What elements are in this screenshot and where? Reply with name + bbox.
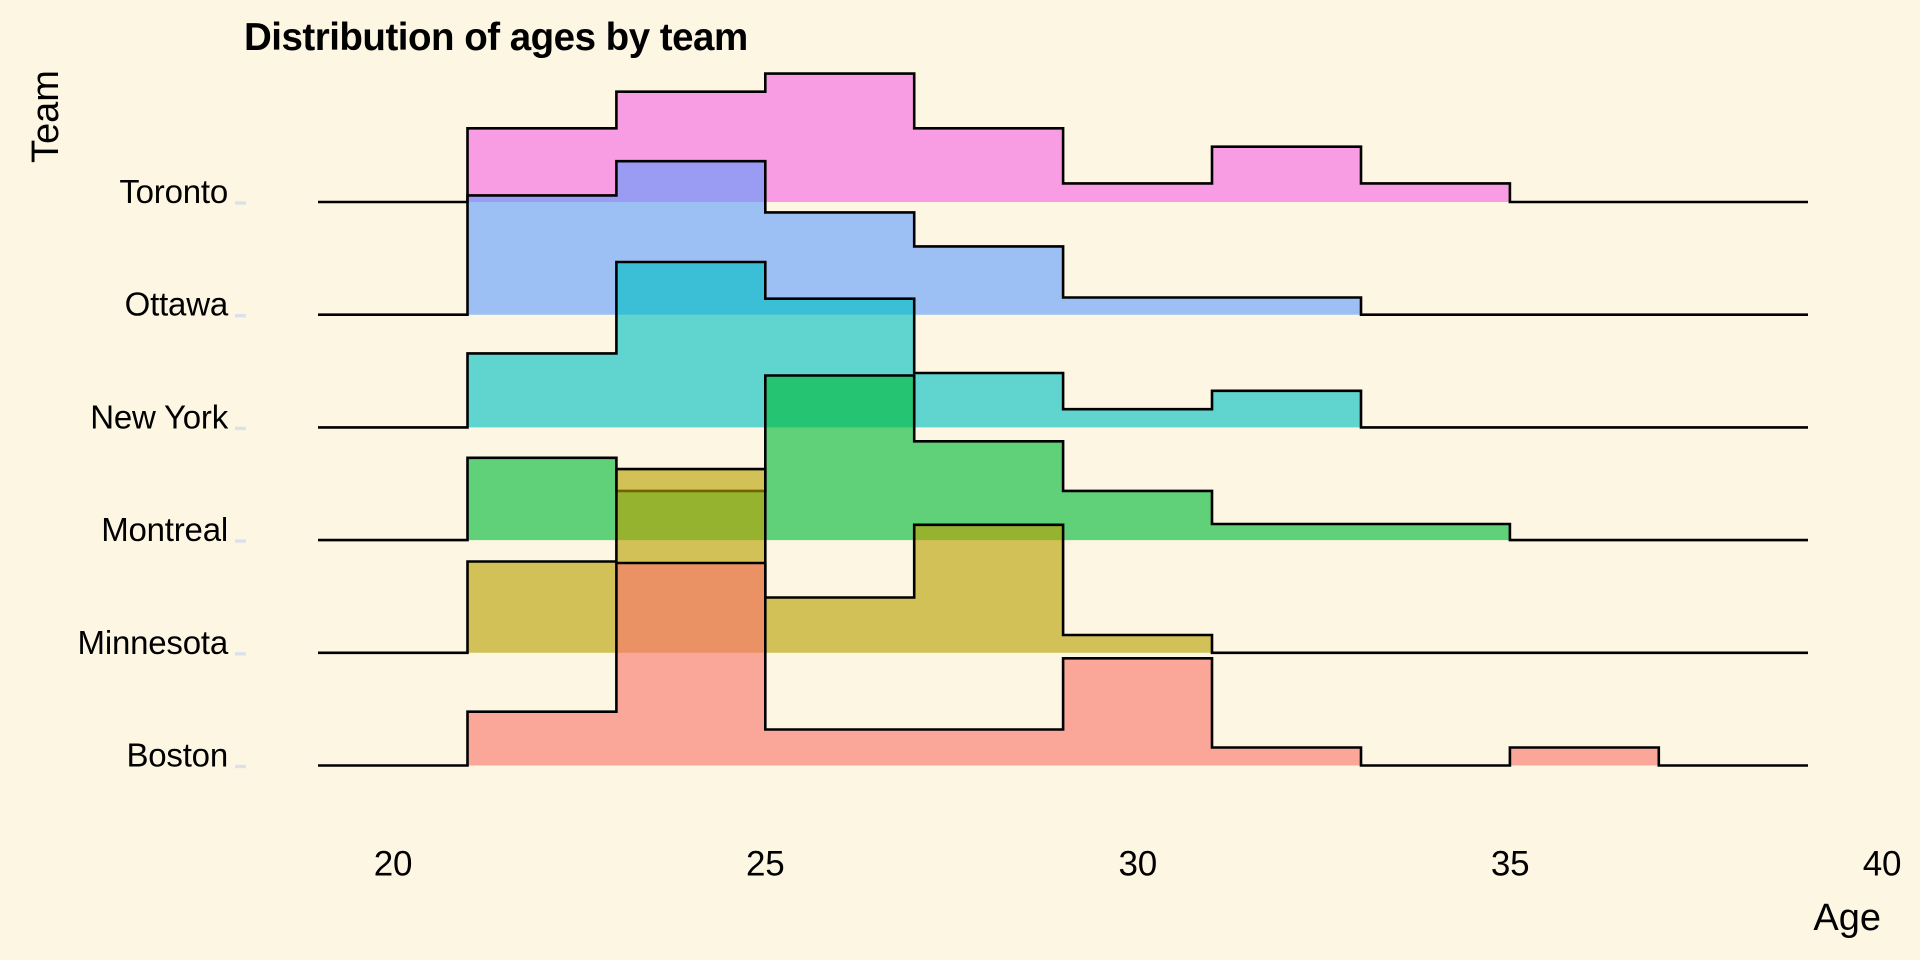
svg-text:Team: Team [25,70,67,163]
svg-text:Minnesota: Minnesota [78,624,229,661]
svg-text:25: 25 [746,845,785,884]
svg-text:Ottawa: Ottawa [125,286,229,323]
svg-text:30: 30 [1119,845,1158,884]
svg-text:Distribution of ages by team: Distribution of ages by team [244,16,748,59]
svg-text:Toronto: Toronto [119,173,228,210]
svg-text:New York: New York [90,398,229,435]
svg-text:40: 40 [1863,845,1902,884]
svg-text:Age: Age [1813,897,1881,939]
svg-text:Montreal: Montreal [101,511,228,548]
svg-text:35: 35 [1491,845,1530,884]
svg-text:20: 20 [374,845,413,884]
svg-text:Boston: Boston [126,737,228,774]
